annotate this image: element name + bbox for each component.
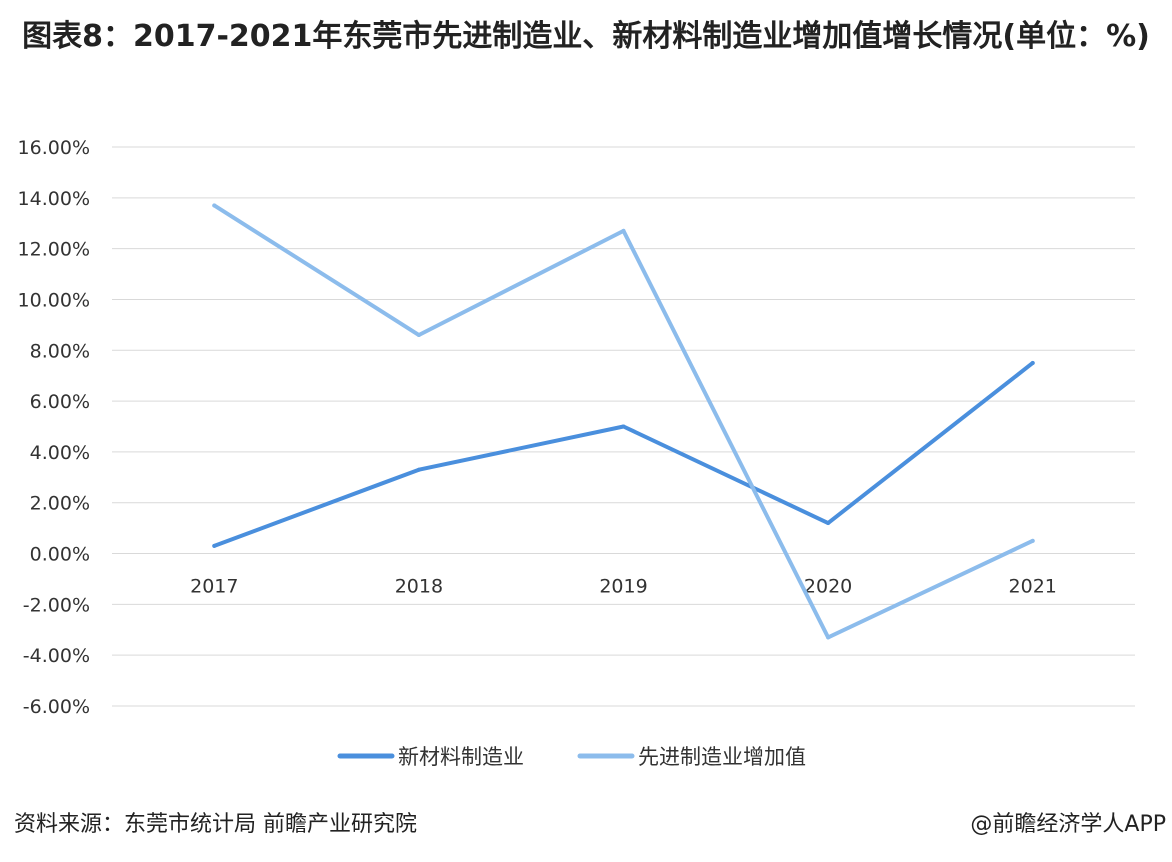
legend: 新材料制造业 先进制造业增加值 xyxy=(337,745,806,769)
y-tick-label: -6.00% xyxy=(23,696,90,718)
data-point xyxy=(416,333,421,338)
x-axis-ticks: 2017 2018 2019 2020 2021 xyxy=(190,576,1057,598)
y-tick-label: 6.00% xyxy=(30,391,90,413)
x-tick-label: 2017 xyxy=(190,576,238,598)
y-tick-label: 4.00% xyxy=(30,442,90,464)
data-point xyxy=(1030,538,1035,543)
grid-lines xyxy=(112,146,1135,707)
brand-credit: @前瞻经济学人APP xyxy=(970,812,1166,837)
data-point xyxy=(212,203,217,208)
x-tick-label: 2018 xyxy=(395,576,443,598)
chart-title: 图表8：2017-2021年东莞市先进制造业、新材料制造业增加值增长情况(单位：… xyxy=(22,19,1150,54)
data-point xyxy=(621,424,626,429)
y-tick-label: 16.00% xyxy=(18,137,90,159)
y-tick-label: 14.00% xyxy=(18,188,90,210)
y-tick-label: 2.00% xyxy=(30,493,90,515)
y-tick-label: 10.00% xyxy=(18,289,90,311)
y-tick-label: 12.00% xyxy=(18,239,90,261)
y-tick-label: -2.00% xyxy=(23,594,90,616)
legend-label: 先进制造业增加值 xyxy=(638,745,806,769)
series-lines xyxy=(212,203,1035,640)
y-tick-label: 8.00% xyxy=(30,340,90,362)
series-line-1 xyxy=(212,360,1035,548)
data-point xyxy=(826,635,831,640)
series-line-2 xyxy=(212,203,1035,640)
data-point xyxy=(212,543,217,548)
x-tick-label: 2020 xyxy=(804,576,852,598)
y-tick-label: 0.00% xyxy=(30,544,90,566)
source-note: 资料来源：东莞市统计局 前瞻产业研究院 xyxy=(14,812,417,837)
legend-label: 新材料制造业 xyxy=(398,745,524,769)
data-point xyxy=(826,521,831,526)
y-tick-label: -4.00% xyxy=(23,645,90,667)
x-tick-label: 2021 xyxy=(1009,576,1057,598)
data-point xyxy=(621,228,626,233)
data-point xyxy=(416,467,421,472)
x-tick-label: 2019 xyxy=(599,576,647,598)
y-axis-ticks: -6.00% -4.00% -2.00% 0.00% 2.00% 4.00% 6.00% 8.… xyxy=(18,137,90,718)
data-point xyxy=(1030,360,1035,365)
